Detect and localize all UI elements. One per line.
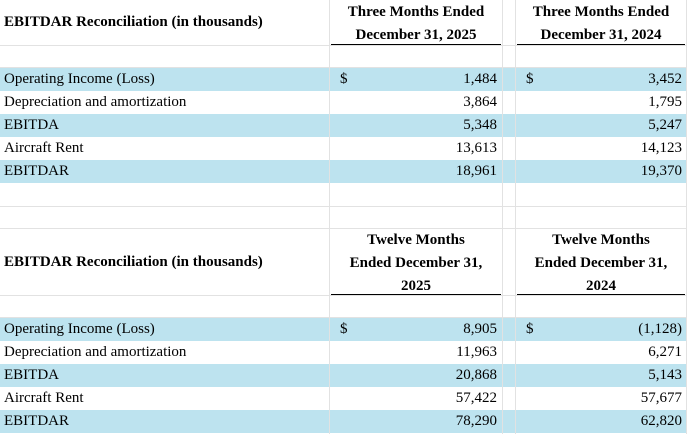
value-2025: 5,348 — [463, 117, 497, 133]
value-2024: 3,452 — [648, 71, 682, 87]
header-rule — [331, 44, 501, 45]
section1-title: EBITDAR Reconciliation (in thousands) — [4, 14, 263, 30]
header-rule — [331, 294, 501, 295]
section2-col2-header: Twelve Months Ended December 31, 2024 — [534, 232, 668, 294]
row-label: Aircraft Rent — [4, 390, 84, 406]
value-2025: 8,905 — [463, 321, 497, 337]
value-2024: 6,271 — [648, 344, 682, 360]
value-2025: 78,290 — [455, 413, 497, 429]
currency-symbol: $ — [340, 321, 348, 337]
value-2024: 1,795 — [648, 94, 682, 110]
row-label: EBITDA — [4, 367, 59, 383]
header-rule — [517, 294, 685, 295]
section1-col1-header: Three Months Ended December 31, 2025 — [347, 4, 485, 43]
row-label: EBITDAR — [4, 413, 69, 429]
value-2024: 62,820 — [640, 413, 682, 429]
value-2025: 1,484 — [463, 71, 497, 87]
row-label: Aircraft Rent — [4, 140, 84, 156]
value-2024: 5,247 — [648, 117, 682, 133]
value-2024: 57,677 — [640, 390, 682, 406]
value-2024: 14,123 — [640, 140, 682, 156]
row-label: Operating Income (Loss) — [4, 71, 155, 87]
currency-symbol: $ — [526, 321, 534, 337]
section2-title: EBITDAR Reconciliation (in thousands) — [4, 254, 263, 270]
currency-symbol: $ — [340, 71, 348, 87]
currency-symbol: $ — [526, 71, 534, 87]
value-2025: 18,961 — [455, 163, 497, 179]
header-rule — [517, 44, 685, 45]
row-label: Depreciation and amortization — [4, 94, 187, 110]
value-2025: 3,864 — [463, 94, 497, 110]
row-label: Operating Income (Loss) — [4, 321, 155, 337]
value-2024: 19,370 — [640, 163, 682, 179]
row-label: EBITDAR — [4, 163, 69, 179]
value-2025: 57,422 — [455, 390, 497, 406]
row-label: Depreciation and amortization — [4, 344, 187, 360]
value-2025: 13,613 — [455, 140, 497, 156]
value-2024: 5,143 — [648, 367, 682, 383]
value-2025: 20,868 — [455, 367, 497, 383]
section2-col1-header: Twelve Months Ended December 31, 2025 — [349, 232, 483, 294]
value-2025: 11,963 — [456, 344, 497, 360]
value-2024: (1,128) — [638, 321, 682, 337]
row-label: EBITDA — [4, 117, 59, 133]
section1-col2-header: Three Months Ended December 31, 2024 — [532, 4, 670, 43]
